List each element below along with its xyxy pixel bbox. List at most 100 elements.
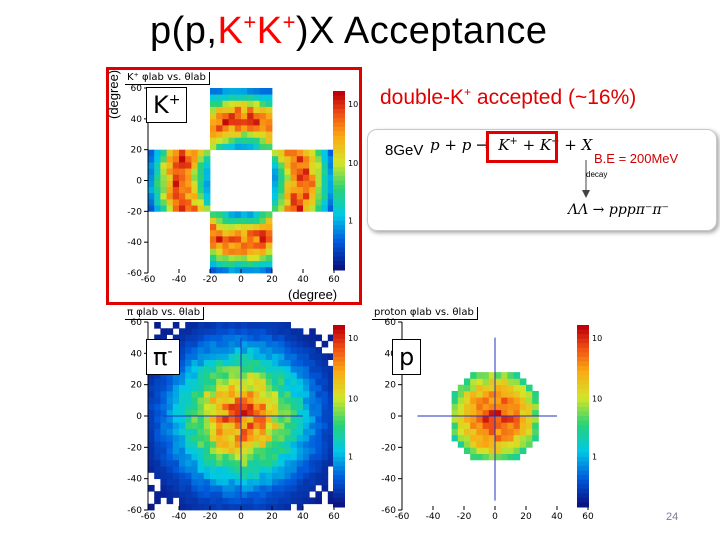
heatmap-cell	[309, 478, 316, 486]
heatmap-cell	[172, 466, 180, 473]
heatmap-cell	[259, 211, 267, 218]
heatmap-cell	[290, 328, 298, 335]
heatmap-cell	[259, 223, 267, 231]
heatmap-cell	[241, 112, 248, 120]
heatmap-cell	[154, 422, 161, 429]
heatmap-cell	[234, 466, 242, 473]
heatmap-cell	[166, 328, 174, 335]
heatmap-cell	[327, 155, 335, 163]
x-tick-label: -40	[172, 275, 187, 285]
heatmap-cell	[247, 340, 254, 348]
heatmap-cell	[253, 328, 260, 335]
heatmap-cell	[321, 434, 329, 442]
heatmap-cell	[253, 416, 260, 423]
heatmap-cell	[241, 125, 248, 132]
heatmap-cell	[495, 434, 502, 442]
colorbar-cell	[333, 461, 345, 467]
heatmap-cell	[321, 365, 329, 373]
heatmap-cell	[296, 205, 304, 212]
heatmap-cell	[228, 466, 236, 473]
heatmap-cell	[309, 472, 316, 480]
heatmap-cell	[321, 416, 329, 423]
heatmap-cell	[172, 205, 180, 212]
heatmap-cell	[216, 236, 223, 243]
heatmap-cell	[259, 229, 267, 237]
heatmap-cell	[253, 484, 260, 492]
heatmap-cell	[185, 466, 192, 473]
heatmap-cell	[296, 466, 304, 473]
heatmap-cell	[222, 466, 229, 473]
heatmap-cell	[148, 484, 155, 492]
heatmap-cell	[303, 334, 310, 342]
heatmap-cell	[303, 459, 310, 467]
heatmap-cell	[148, 199, 155, 206]
colorbar-cell	[577, 456, 589, 462]
heatmap-cell	[210, 491, 217, 498]
binding-energy: B.E = 200MeV	[594, 151, 679, 166]
heatmap-cell	[247, 372, 254, 379]
heatmap-cell	[234, 497, 242, 505]
heatmap-cell	[253, 112, 260, 120]
heatmap-cell	[284, 359, 291, 367]
heatmap-cell	[203, 384, 211, 392]
colorbar-cell	[333, 220, 345, 226]
heatmap-cell	[172, 180, 180, 188]
heatmap-cell	[278, 390, 285, 398]
heatmap-cell	[278, 199, 285, 206]
heatmap-cell	[290, 353, 298, 360]
heatmap-cell	[303, 397, 310, 404]
heatmap-cell	[482, 397, 490, 404]
heatmap-cell	[272, 434, 279, 442]
heatmap-cell	[197, 365, 205, 373]
heatmap-cell	[532, 416, 539, 423]
colorbar-cell	[333, 180, 345, 186]
heatmap-cell	[526, 434, 533, 442]
colorbar-cell	[333, 452, 345, 458]
heatmap-cell	[259, 384, 267, 392]
heatmap-cell	[253, 223, 260, 231]
heatmap-cell	[309, 359, 316, 367]
heatmap-cell	[241, 503, 248, 511]
heatmap-cell	[259, 428, 267, 436]
heatmap-cell	[526, 390, 533, 398]
heatmap-cell	[148, 503, 155, 511]
colorbar-cell	[333, 126, 345, 132]
heatmap-cell	[309, 199, 316, 206]
colorbar-cell	[333, 484, 345, 490]
heatmap-cell	[228, 397, 236, 404]
heatmap-cell	[327, 422, 335, 429]
heatmap-cell	[526, 384, 533, 392]
heatmap-cell	[321, 459, 329, 467]
heatmap-cell	[526, 428, 533, 436]
heatmap-cell	[210, 211, 217, 218]
heatmap-cell	[303, 390, 310, 398]
heatmap-cell	[519, 422, 527, 429]
colorbar-cell	[577, 416, 589, 422]
heatmap-cell	[222, 365, 229, 373]
heatmap-cell	[265, 365, 273, 373]
heatmap-cell	[482, 441, 490, 448]
heatmap-cell	[470, 397, 477, 404]
heatmap-cell	[160, 453, 167, 461]
heatmap-cell	[303, 384, 310, 392]
heatmap-cell	[327, 491, 335, 498]
heatmap-cell	[309, 205, 316, 212]
heatmap-cell	[476, 453, 483, 461]
heatmap-cell	[216, 347, 223, 354]
heatmap-cell	[241, 236, 248, 243]
colorbar-cell	[333, 162, 345, 168]
heatmap-cell	[253, 409, 260, 417]
heatmap-cell	[247, 384, 254, 392]
heatmap-cell	[210, 378, 217, 386]
heatmap-cell	[253, 347, 260, 354]
heatmap-cell	[154, 416, 161, 423]
heatmap-cell	[216, 254, 223, 262]
heatmap-cell	[272, 174, 279, 181]
heatmap-cell	[476, 441, 483, 448]
heatmap-cell	[253, 503, 260, 511]
heatmap-cell	[228, 384, 236, 392]
heatmap-cell	[166, 472, 174, 480]
heatmap-cell	[272, 365, 279, 373]
heatmap-cell	[272, 497, 279, 505]
heatmap-cell	[501, 422, 508, 429]
